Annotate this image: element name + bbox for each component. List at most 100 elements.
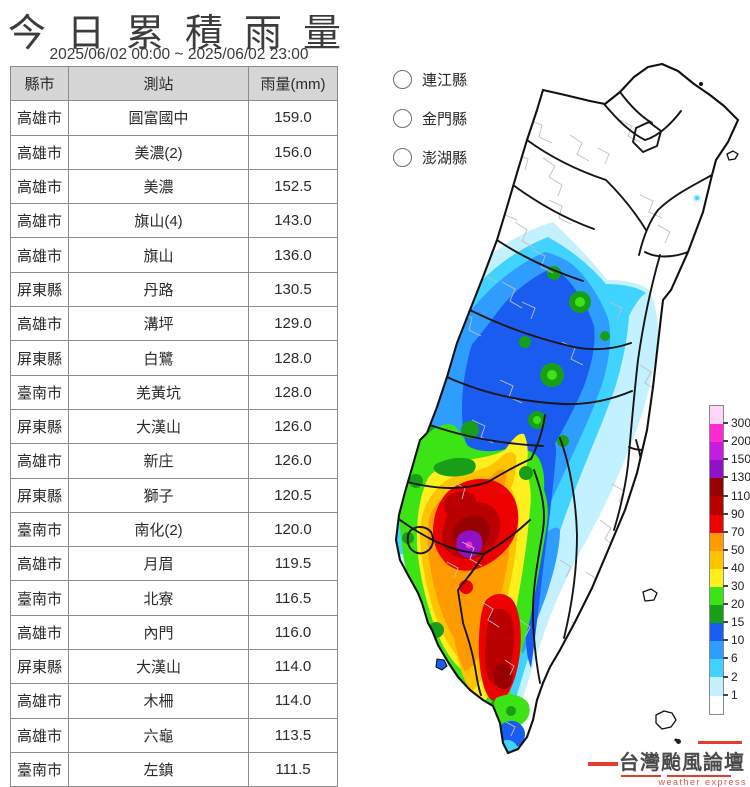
legend-segment (710, 514, 723, 533)
station-cell: 美濃 (68, 168, 249, 205)
legend-tick (723, 603, 728, 606)
region-radio-連江縣[interactable]: 連江縣 (393, 70, 467, 89)
county-cell: 高雄市 (10, 717, 69, 753)
table-row: 臺南市 左鎮 111.5 (10, 751, 338, 787)
rainfall-cell: 114.0 (248, 649, 338, 685)
legend-label: 150 (731, 452, 750, 467)
county-cell: 屏東縣 (10, 340, 69, 376)
rainfall-cell: 128.0 (248, 374, 338, 410)
logo-dot (676, 739, 681, 744)
radio-label: 金門縣 (422, 111, 468, 128)
legend-tick (723, 494, 728, 497)
column-header-2: 雨量(mm) (248, 65, 338, 102)
rainfall-cell: 126.0 (248, 443, 338, 479)
rainfall-cell: 111.5 (248, 751, 338, 787)
legend-segment (710, 568, 723, 587)
legend-segment (710, 695, 723, 714)
station-cell: 六龜 (68, 717, 249, 753)
radio-label: 連江縣 (422, 72, 468, 89)
radio-icon[interactable] (393, 109, 412, 128)
county-cell: 高雄市 (10, 683, 69, 719)
page-title: 今日累積雨量 (8, 13, 363, 55)
table-row: 高雄市 溝坪 129.0 (10, 306, 338, 342)
offshore-islands (435, 82, 739, 742)
table-row: 臺南市 羌黃坑 128.0 (10, 374, 338, 410)
table-row: 高雄市 美濃(2) 156.0 (10, 134, 338, 170)
legend-segment (710, 460, 723, 479)
rainfall-legend: 300 200 150 130 110 90 70 50 40 30 20 15 10 6 2 1 (709, 405, 750, 720)
rainfall-cell: 126.0 (248, 408, 338, 445)
legend-segment (710, 659, 723, 678)
logo-tagline: weather express (658, 777, 747, 787)
forum-logo: 台灣颱風論壇 (619, 752, 745, 774)
station-cell: 旗山(4) (68, 203, 249, 239)
station-cell: 內門 (68, 614, 249, 651)
table-row: 臺南市 南化(2) 120.0 (10, 511, 338, 548)
table-header: 縣市 測站 雨量(mm) (10, 65, 338, 102)
legend-label: 2 (731, 669, 738, 684)
station-cell: 大漢山 (68, 408, 249, 445)
rainfall-cell: 120.0 (248, 511, 338, 548)
rainfall-cell: 114.0 (248, 683, 338, 719)
legend-tick (723, 657, 728, 660)
station-cell: 白鷺 (68, 340, 249, 376)
table-row: 屏東縣 獅子 120.5 (10, 477, 338, 513)
legend-tick (723, 621, 728, 624)
table-row: 高雄市 旗山 136.0 (10, 237, 338, 273)
county-cell: 高雄市 (10, 237, 69, 273)
station-cell: 溝坪 (68, 306, 249, 342)
region-radio-澎湖縣[interactable]: 澎湖縣 (393, 148, 467, 167)
station-cell: 月眉 (68, 546, 249, 582)
legend-segment (710, 478, 723, 497)
county-cell: 屏東縣 (10, 408, 69, 445)
rainfall-cell: 130.5 (248, 271, 338, 308)
green-island (642, 588, 658, 602)
guishan-island (726, 150, 739, 161)
logo-accent-line-top (698, 741, 742, 744)
legend-label: 6 (731, 651, 738, 666)
table-row: 高雄市 內門 116.0 (10, 614, 338, 651)
radio-icon[interactable] (393, 70, 412, 89)
county-cell: 高雄市 (10, 168, 69, 205)
keelung-islet (699, 82, 703, 86)
table-row: 高雄市 月眉 119.5 (10, 546, 338, 582)
orchid-island (655, 710, 677, 730)
station-cell: 獅子 (68, 477, 249, 513)
legend-label: 300 (731, 416, 750, 431)
legend-segment (710, 406, 723, 425)
table-row: 高雄市 新庄 126.0 (10, 443, 338, 479)
table-row: 屏東縣 丹路 130.5 (10, 271, 338, 308)
rainfall-cell: 129.0 (248, 306, 338, 342)
rainfall-cell: 120.5 (248, 477, 338, 513)
station-cell: 木柵 (68, 683, 249, 719)
region-radio-金門縣[interactable]: 金門縣 (393, 109, 467, 128)
legend-tick (723, 639, 728, 642)
date-range: 2025/06/02 00:00 ~ 2025/06/02 23:00 (49, 46, 309, 63)
legend-segment (710, 605, 723, 624)
legend-label: 200 (731, 434, 750, 449)
legend-tick (723, 566, 728, 569)
station-cell: 圓富國中 (68, 100, 249, 136)
legend-label: 110 (731, 488, 750, 503)
liuqiu-island (435, 658, 448, 671)
county-cell: 臺南市 (10, 580, 69, 616)
county-cell: 高雄市 (10, 546, 69, 582)
rainfall-cell: 116.5 (248, 580, 338, 616)
legend-tick (723, 530, 728, 533)
legend-tick (723, 440, 728, 443)
legend-label: 70 (731, 524, 745, 539)
taiwan-coastline (394, 62, 740, 755)
station-cell: 南化(2) (68, 511, 249, 548)
legend-segment (710, 677, 723, 696)
county-cell: 高雄市 (10, 203, 69, 239)
legend-segment (710, 532, 723, 551)
radio-icon[interactable] (393, 148, 412, 167)
station-cell: 旗山 (68, 237, 249, 273)
legend-tick (723, 422, 728, 425)
legend-segment (710, 623, 723, 642)
table-row: 屏東縣 白鷺 128.0 (10, 340, 338, 376)
legend-segment (710, 424, 723, 443)
rainfall-ranking-table: 縣市 測站 雨量(mm) 高雄市 圓富國中 159.0 高雄市 美濃(2) 156.0 高雄市美… (10, 65, 338, 787)
